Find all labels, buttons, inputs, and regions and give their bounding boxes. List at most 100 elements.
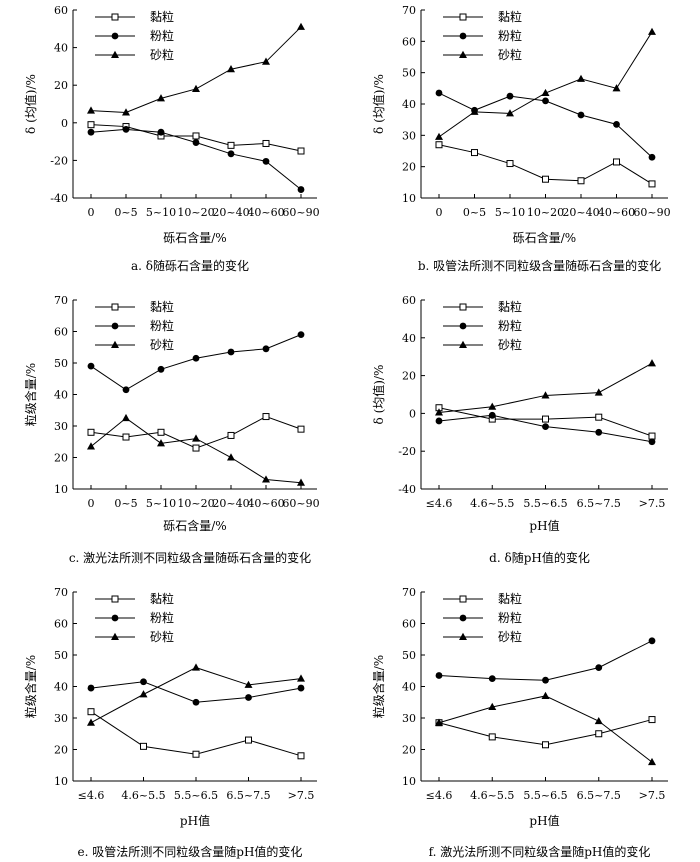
data-point [542,175,549,183]
legend-marker [111,50,119,58]
x-axis-label: pH值 [180,813,210,828]
series-triangle-filled [87,22,305,116]
data-point [541,88,550,97]
panel-caption: b. 吸管法所测不同粒级含量随砾石含量的变化 [418,258,661,273]
y-tick-label: 70 [54,586,68,599]
data-point [227,431,235,439]
legend-marker [459,340,467,348]
legend-label: 黏粒 [498,591,522,606]
data-point [648,180,656,188]
series-line [438,719,653,746]
y-tick-label: 70 [402,4,416,17]
data-point [577,177,585,185]
data-point [157,365,165,373]
series-triangle-filled [87,413,305,486]
y-tick-label: 10 [402,775,416,788]
x-tick-label: 10~20 [177,497,214,510]
data-point [192,354,200,362]
data-point [157,94,165,102]
data-point [297,331,305,339]
legend-label: 黏粒 [150,591,174,606]
chart-panel-c: 10 20 30 40 50 60 70 0 0~5 5~10 10~2020~4040~6060~… [23,294,320,565]
data-point [244,680,253,688]
data-point [542,97,549,105]
data-point [87,718,95,726]
x-tick-label: 20~40 [212,206,249,219]
data-point [87,684,95,692]
y-tick-label: 20 [402,744,416,757]
y-tick-label: -20 [50,154,68,167]
legend-marker [459,614,467,622]
data-point [297,674,305,682]
y-tick-label: 30 [54,420,68,433]
data-point [648,716,656,724]
legend-label: 砂粒 [150,629,174,644]
data-point [227,348,235,356]
data-point [245,694,252,701]
y-tick-label: 70 [402,586,416,599]
series-circle-filled [435,411,656,446]
series-circle-filled [87,331,305,394]
x-axis-label: pH值 [529,518,559,533]
y-tick-label: 50 [54,649,68,662]
data-point [488,675,496,683]
data-point [157,439,165,447]
legend-label: 粉粒 [150,318,174,333]
y-tick-label: -40 [398,483,416,496]
x-axis-label: 砾石含量/% [163,230,226,245]
data-point [435,718,443,726]
y-tick-label: 40 [402,681,416,694]
data-point [297,186,305,193]
x-tick-label: 5~10 [146,206,176,219]
data-point [577,74,585,82]
x-axis-label: 砾石含量/% [513,230,576,245]
y-tick-label: 40 [402,332,416,345]
legend-label: 砂粒 [498,337,522,352]
x-tick-label: ≤4.6 [426,789,453,802]
x-tick-label: 4.6~5.5 [470,789,514,802]
series-square-open [87,121,305,155]
data-point [262,345,270,353]
x-tick-label: 60~90 [282,497,319,510]
series-circle-filled [87,678,305,706]
legend-label: 黏粒 [498,9,522,24]
data-point [594,716,603,725]
data-point [648,359,656,367]
panel-caption: f. 激光法所测不同粒级含量随pH值的变化 [429,844,651,859]
x-tick-label: 4.6~5.5 [121,789,165,802]
data-point [613,120,620,128]
legend-label: 粉粒 [498,610,522,625]
data-point [227,453,235,461]
y-axis-label: δ (均值)/% [23,74,38,134]
y-tick-label: 50 [402,649,416,662]
data-point [192,444,200,452]
legend-marker [459,50,467,58]
x-tick-label: 0 [88,206,95,219]
y-tick-label: 60 [402,294,416,307]
data-point [595,730,603,738]
series-triangle-filled [435,359,656,416]
series-circle-filled [87,125,305,193]
data-point [192,698,200,706]
data-point [262,157,270,165]
y-tick-label: 20 [402,370,416,383]
y-tick-label: 60 [54,4,68,17]
data-point [542,415,549,423]
x-tick-label: 0~5 [114,206,137,219]
series-line [438,31,653,138]
legend-marker [111,614,119,622]
legend-marker [111,595,119,603]
y-tick-label: 30 [402,712,416,725]
data-point [262,413,270,421]
data-point [87,121,95,129]
legend-marker [111,32,119,40]
data-point [227,141,235,149]
y-tick-label: 30 [54,712,68,725]
y-tick-label: 60 [54,618,68,631]
data-point [488,702,497,710]
legend-marker [459,322,467,330]
y-tick-label: 20 [54,744,68,757]
legend-label: 粉粒 [150,28,174,43]
x-tick-label: 5.5~6.5 [523,497,567,510]
